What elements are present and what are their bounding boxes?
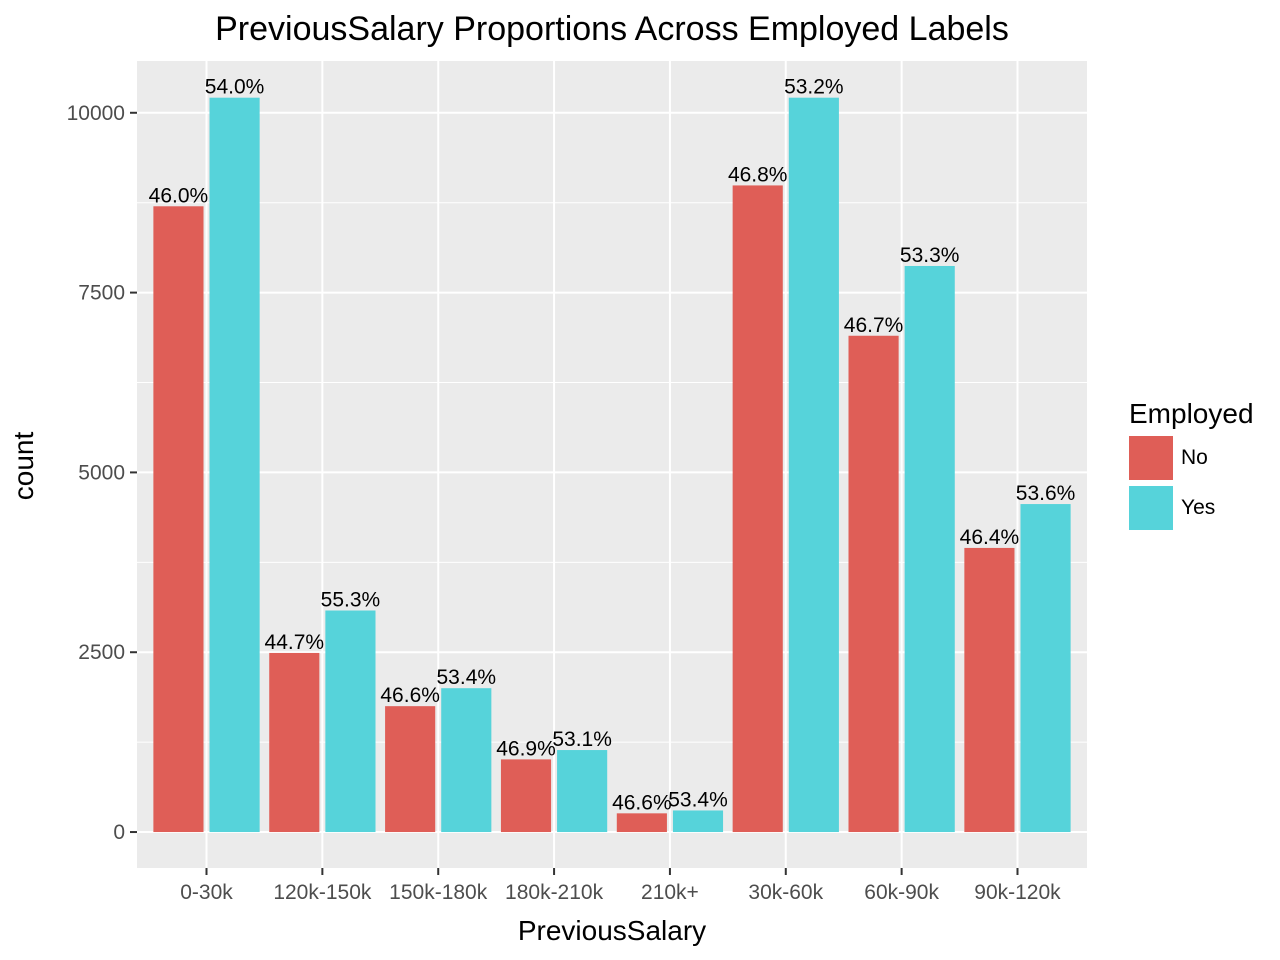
bar-yes-0-30k (209, 97, 260, 833)
bar-label: 55.3% (321, 589, 381, 612)
x-tick-label: 30k-60k (748, 881, 823, 904)
bar-label: 53.4% (668, 788, 728, 811)
bar-no-180k-210k (500, 759, 552, 833)
x-tick-label: 150k-180k (389, 881, 488, 904)
bar-label: 44.7% (265, 631, 325, 654)
bar-no-150k-180k (385, 706, 436, 833)
legend-key-yes (1129, 486, 1173, 530)
bar-no-210k+ (616, 813, 667, 833)
bar-no-60k-90k (848, 335, 899, 833)
legend-key-no (1129, 436, 1173, 480)
bar-label: 46.4% (960, 526, 1020, 549)
grid-major (137, 61, 1087, 868)
bar-label: 46.6% (380, 684, 440, 707)
bar-label: 53.4% (437, 666, 497, 689)
bar-labels: 46.0% 44.7% 46.6% 46.9% 46.6% 46.8% 46.7% 46.4%… (149, 76, 1076, 815)
y-tick-label: 10000 (67, 102, 125, 125)
bars (153, 97, 1071, 833)
legend-title: Employed (1129, 398, 1254, 429)
bar-label: 46.8% (728, 163, 788, 186)
bar-no-0-30k (153, 206, 204, 833)
bar-label: 54.0% (205, 76, 265, 99)
x-axis: 0-30k 120k-150k 150k-180k 180k-210k 210k+ 30k… (180, 868, 1061, 904)
bar-yes-60k-90k (904, 265, 955, 833)
bar-yes-210k+ (672, 810, 724, 833)
bar-label: 46.0% (149, 184, 209, 207)
bar-no-90k-120k (964, 547, 1015, 833)
y-tick-label: 7500 (78, 282, 125, 305)
legend-label: Yes (1181, 496, 1215, 519)
bar-label: 46.7% (844, 314, 904, 337)
legend: Employed No Yes (1129, 398, 1254, 530)
y-axis: 0 2500 5000 7500 10000 (67, 102, 137, 844)
x-tick-label: 90k-120k (974, 881, 1061, 904)
bar-label: 46.6% (612, 791, 672, 814)
bar-label: 53.6% (1016, 482, 1076, 505)
bar-yes-120k-150k (325, 610, 376, 833)
chart-title: PreviousSalary Proportions Across Employ… (215, 10, 1009, 48)
x-axis-title: PreviousSalary (518, 915, 706, 946)
bar-yes-90k-120k (1020, 504, 1071, 833)
legend-label: No (1181, 446, 1208, 469)
x-tick-label: 0-30k (180, 881, 233, 904)
x-tick-label: 210k+ (641, 881, 699, 904)
bar-label: 53.2% (784, 76, 844, 99)
bar-label: 53.3% (900, 244, 960, 267)
bar-yes-30k-60k (788, 97, 839, 833)
bar-yes-150k-180k (441, 688, 492, 833)
y-tick-label: 0 (113, 821, 125, 844)
bar-label: 53.1% (552, 728, 612, 751)
y-tick-label: 2500 (78, 641, 125, 664)
x-tick-label: 60k-90k (864, 881, 939, 904)
bar-yes-180k-210k (557, 750, 608, 833)
bar-label: 46.9% (496, 737, 556, 760)
bar-no-30k-60k (732, 185, 783, 833)
bar-no-120k-150k (269, 652, 320, 833)
y-axis-title: count (8, 432, 39, 501)
x-tick-label: 180k-210k (505, 881, 604, 904)
x-tick-label: 120k-150k (273, 881, 372, 904)
y-tick-label: 5000 (78, 461, 125, 484)
